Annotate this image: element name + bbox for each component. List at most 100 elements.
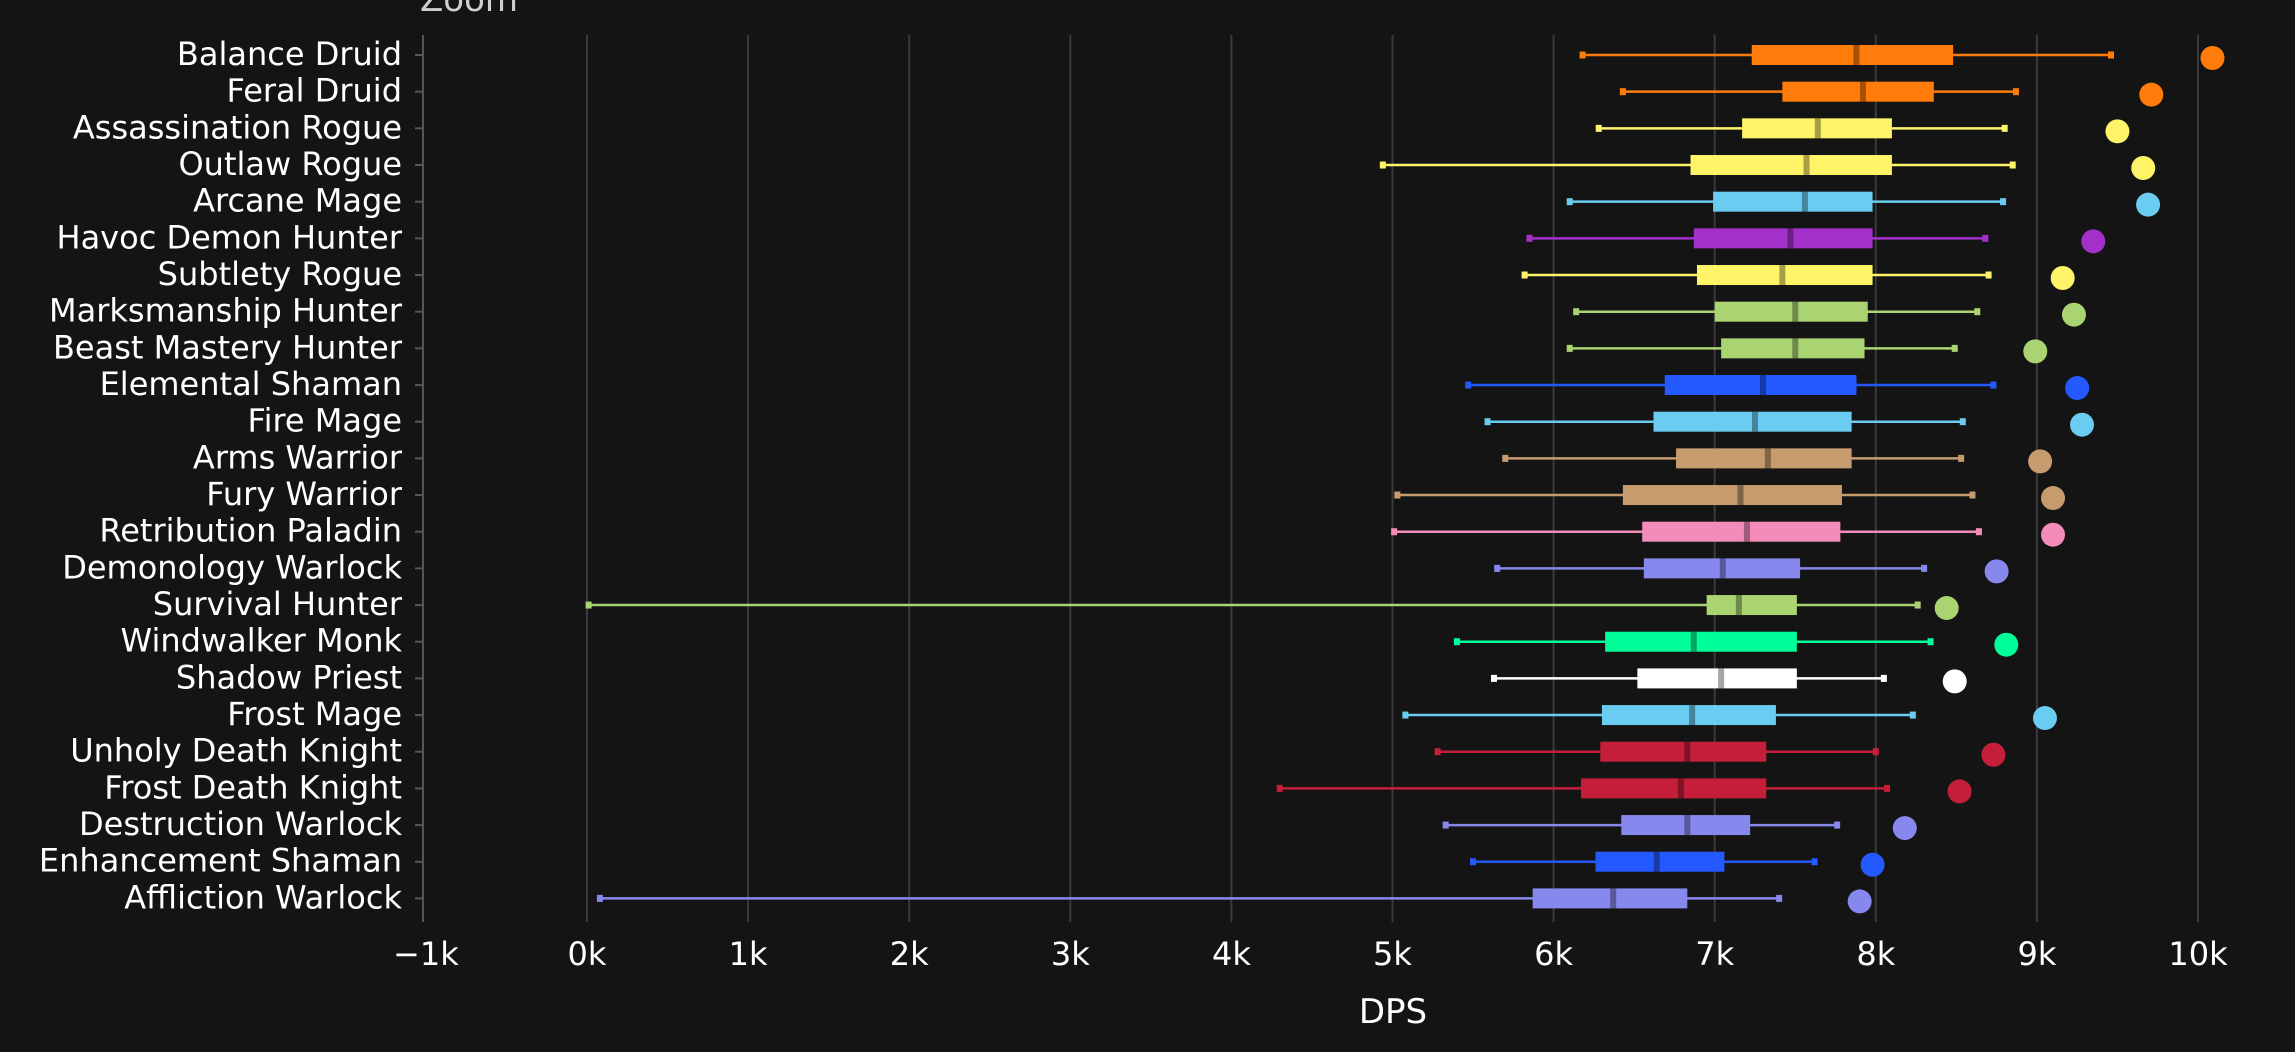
iqr-box xyxy=(1642,521,1841,542)
box-marksmanship-hunter xyxy=(1573,301,2086,327)
iqr-box xyxy=(1637,668,1797,689)
top-dot xyxy=(2050,266,2075,291)
y-category-label: Windwalker Monk xyxy=(121,622,403,660)
top-dot xyxy=(2041,522,2066,547)
whisker-cap-max xyxy=(1914,601,1921,609)
x-tick-label: 0k xyxy=(568,935,607,973)
whisker-cap-max xyxy=(1959,418,1966,426)
x-tick-label: 5k xyxy=(1373,935,1412,973)
iqr-box xyxy=(1742,118,1892,139)
y-category-label: Marksmanship Hunter xyxy=(49,292,403,330)
whisker-cap-max xyxy=(1982,234,1989,242)
iqr-box xyxy=(1713,191,1873,212)
y-category-label: Frost Mage xyxy=(227,695,402,733)
whisker-cap-min xyxy=(1442,821,1449,829)
whisker-cap-min xyxy=(1573,308,1580,316)
whisker-cap-max xyxy=(2009,161,2016,169)
whisker-cap-max xyxy=(1990,381,1997,389)
box-fury-warrior xyxy=(1394,485,2066,511)
iqr-box xyxy=(1696,265,1873,286)
median-marker xyxy=(1737,485,1744,506)
y-category-label: Survival Hunter xyxy=(153,585,403,623)
box-arcane-mage xyxy=(1566,191,2161,217)
iqr-box xyxy=(1693,228,1873,249)
whisker-cap-min xyxy=(1470,858,1477,866)
whisker-cap-max xyxy=(1969,491,1976,499)
whisker-cap-max xyxy=(1880,674,1887,682)
x-tick-label: 6k xyxy=(1534,935,1573,973)
median-marker xyxy=(1787,228,1794,249)
whisker-cap-min xyxy=(1521,271,1528,279)
top-dot xyxy=(2131,156,2156,181)
median-marker xyxy=(1760,375,1767,396)
box-retribution-paladin xyxy=(1391,521,2066,547)
median-marker xyxy=(1690,631,1697,652)
top-dot xyxy=(1892,816,1917,841)
whisker-cap-max xyxy=(1958,454,1965,462)
whisker-cap-min xyxy=(1453,638,1460,646)
median-marker xyxy=(1610,888,1617,909)
whisker-cap-min xyxy=(1379,161,1386,169)
median-marker xyxy=(1677,778,1684,799)
x-tick-label: 4k xyxy=(1212,935,1251,973)
y-category-label: Fire Mage xyxy=(248,402,403,440)
whisker-cap-min xyxy=(1484,418,1491,426)
grid-lines xyxy=(586,35,2199,922)
box-shadow-priest xyxy=(1490,668,1967,694)
box-demonology-warlock xyxy=(1494,558,2009,584)
y-category-label: Unholy Death Knight xyxy=(70,732,402,770)
whisker-cap-max xyxy=(1834,821,1841,829)
box-unholy-death-knight xyxy=(1434,741,2006,767)
top-dot xyxy=(1934,596,1959,621)
whisker-cap-max xyxy=(2012,88,2019,96)
whisker-cap-max xyxy=(1985,271,1992,279)
x-axis-title: DPS xyxy=(1359,992,1427,1032)
iqr-box xyxy=(1605,631,1797,652)
top-dot xyxy=(2081,229,2106,254)
median-marker xyxy=(1792,301,1799,322)
iqr-box xyxy=(1782,81,1934,102)
box-plots xyxy=(585,45,2225,914)
box-destruction-warlock xyxy=(1442,815,1917,841)
whisker-cap-max xyxy=(1872,748,1879,756)
y-category-label: Retribution Paladin xyxy=(99,512,402,550)
top-dot xyxy=(1942,669,1967,694)
top-dot xyxy=(1947,779,1972,804)
x-tick-label: 10k xyxy=(2168,935,2228,973)
whisker-cap-min xyxy=(1595,124,1602,132)
top-dot xyxy=(2136,192,2161,217)
whisker-cap-max xyxy=(1927,638,1934,646)
whisker-cap-min xyxy=(1391,528,1398,536)
zoom-label-partial: Zoom xyxy=(420,0,519,20)
y-category-label: Assassination Rogue xyxy=(73,108,402,146)
top-dot xyxy=(2105,119,2130,144)
whisker-cap-min xyxy=(1494,564,1501,572)
y-category-label: Balance Druid xyxy=(177,35,402,73)
whisker-cap-max xyxy=(1884,784,1891,792)
median-marker xyxy=(1853,45,1860,65)
y-category-label: Arms Warrior xyxy=(193,438,403,476)
whisker-cap-min xyxy=(596,894,603,902)
whisker-cap-max xyxy=(1921,564,1928,572)
whisker-cap-min xyxy=(1566,344,1573,352)
top-dot xyxy=(1981,742,2006,767)
whisker-cap-min xyxy=(1402,711,1409,719)
x-axis: −1k 0k 1k 2k 3k 4k 5k 6k 7k 8k 9k 10k xyxy=(393,935,2228,973)
top-dot xyxy=(2061,302,2086,327)
box-arms-warrior xyxy=(1502,448,2053,474)
median-marker xyxy=(1743,521,1750,542)
median-marker xyxy=(1684,741,1691,762)
whisker-cap-min xyxy=(1619,88,1626,96)
whisker-cap-min xyxy=(1394,491,1401,499)
y-category-label: Shadow Priest xyxy=(176,658,402,696)
box-frost-death-knight xyxy=(1276,778,1972,804)
box-feral-druid xyxy=(1619,81,2164,107)
median-marker xyxy=(1859,81,1866,102)
box-beast-mastery-hunter xyxy=(1566,338,2048,364)
box-havoc-demon-hunter xyxy=(1526,228,2106,254)
whisker-cap-max xyxy=(1776,894,1783,902)
whisker-cap-min xyxy=(1465,381,1472,389)
median-marker xyxy=(1653,851,1660,872)
iqr-box xyxy=(1721,338,1865,359)
median-marker xyxy=(1684,815,1691,836)
